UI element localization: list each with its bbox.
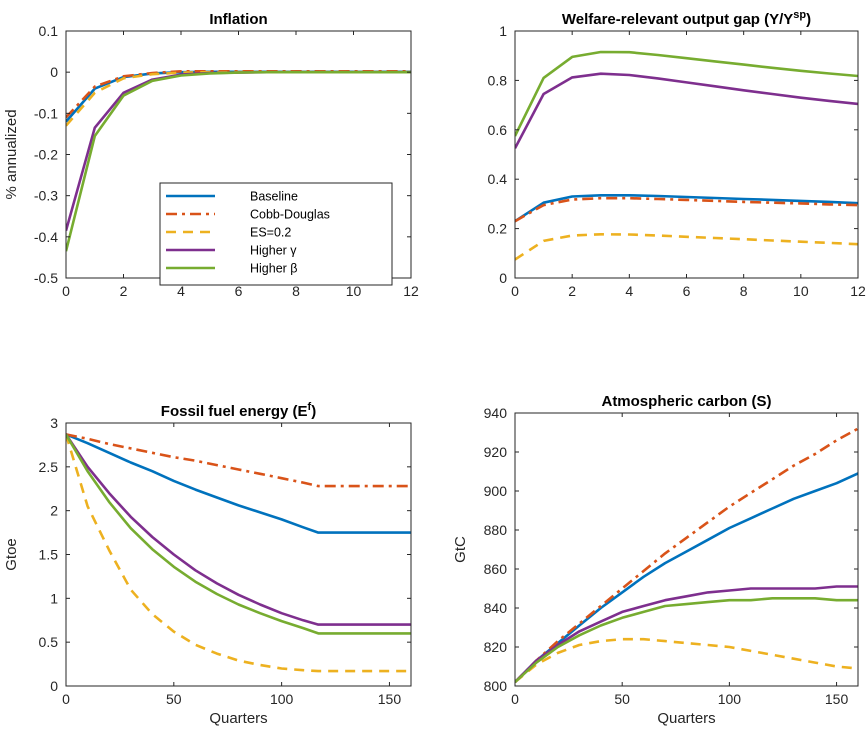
y-tick-label: 1: [50, 590, 58, 606]
series-line-higher-beta: [515, 596, 858, 684]
x-tick-label: 8: [740, 283, 748, 299]
y-axis-label: GtC: [452, 536, 469, 563]
y-tick-label: 2: [50, 503, 58, 519]
y-tick-label: 900: [484, 483, 508, 499]
y-tick-label: 0: [499, 270, 507, 286]
y-tick-label: -0.2: [34, 147, 58, 163]
y-tick-label: 920: [484, 444, 508, 460]
panel-title: Inflation: [209, 11, 267, 28]
series-line-baseline: [66, 433, 411, 534]
x-tick-label: 50: [614, 691, 630, 707]
panel-title: Atmospheric carbon (S): [601, 393, 771, 410]
inflation-panel: 0 2 4 6 8 10 12 0.1 0 -0.1 -0.2 -0.3 -0.4 -0.5 Inflati…: [3, 11, 419, 299]
series-line-es-0-2: [515, 637, 858, 684]
legend: Baseline Cobb-Douglas ES=0.2 Higher γ Higher…: [159, 182, 393, 286]
series-line-cobb-douglas: [515, 196, 858, 223]
series-line-baseline: [515, 194, 858, 223]
x-tick-label: 0: [511, 691, 519, 707]
x-tick-label: 100: [270, 691, 294, 707]
y-tick-label: 1: [499, 23, 507, 39]
legend-label-cobb-douglas: Cobb-Douglas: [250, 208, 330, 222]
x-tick-label: 4: [177, 283, 185, 299]
series-group: [515, 50, 858, 261]
x-tick-label: 8: [292, 283, 300, 299]
y-tick-label: 0.2: [488, 221, 508, 237]
y-tick-label: 3: [50, 415, 58, 431]
y-tick-label: 800: [484, 678, 508, 694]
x-axis-label: Quarters: [209, 710, 267, 727]
x-tick-label: 4: [625, 283, 633, 299]
y-tick-label: 820: [484, 639, 508, 655]
y-tick-label: -0.5: [34, 270, 58, 286]
x-tick-label: 150: [825, 691, 849, 707]
plot-area: [515, 413, 858, 686]
legend-label-higher-gamma: Higher γ: [250, 244, 297, 258]
series-group: [66, 70, 411, 252]
y-tick-label: -0.3: [34, 188, 58, 204]
x-axis-label: Quarters: [657, 710, 715, 727]
x-tick-label: 0: [511, 283, 519, 299]
y-tick-label: 0.6: [488, 122, 508, 138]
y-tick-label: 880: [484, 522, 508, 538]
series-line-higher-gamma: [66, 433, 411, 626]
series-line-higher-gamma: [515, 72, 858, 149]
series-line-es-0-2: [66, 434, 411, 673]
legend-label-higher-beta: Higher β: [250, 262, 298, 276]
y-tick-label: 2.5: [39, 459, 59, 475]
series-line-cobb-douglas: [66, 433, 411, 488]
y-tick-label: 860: [484, 561, 508, 577]
y-axis-label: % annualized: [3, 109, 20, 199]
x-tick-label: 2: [568, 283, 576, 299]
y-axis-label: Gtoe: [3, 538, 20, 571]
x-tick-label: 10: [793, 283, 809, 299]
y-tick-label: 0.1: [39, 23, 59, 39]
legend-label-baseline: Baseline: [250, 190, 298, 204]
x-tick-label: 2: [120, 283, 128, 299]
axis-frame: [514, 412, 859, 687]
legend-label-es-0-2: ES=0.2: [250, 226, 291, 240]
plot-area: [66, 423, 411, 686]
series-line-cobb-douglas: [515, 427, 858, 684]
y-tick-label: 940: [484, 405, 508, 421]
series-line-baseline: [515, 472, 858, 684]
y-tick-label: -0.1: [34, 105, 58, 121]
y-tick-label: 0.5: [39, 634, 59, 650]
series-line-higher-gamma: [515, 585, 858, 684]
x-tick-label: 100: [718, 691, 742, 707]
y-tick-label: 0.4: [488, 171, 508, 187]
y-tick-label: 0: [50, 678, 58, 694]
series-line-higher-beta: [515, 50, 858, 137]
x-tick-label: 12: [850, 283, 866, 299]
fossil-fuel-energy-panel: 0 50 100 150 3 2.5 2 1.5 1 0.5 0 Fossil fuel energy…: [3, 401, 412, 727]
x-tick-label: 50: [166, 691, 182, 707]
x-tick-label: 0: [62, 691, 70, 707]
series-line-higher-beta: [66, 70, 411, 252]
output-gap-panel: 0 2 4 6 8 10 12 1 0.8 0.6 0.4 0.2 0 Welfare-relevant …: [488, 9, 866, 299]
y-tick-label: -0.4: [34, 229, 58, 245]
x-tick-label: 6: [235, 283, 243, 299]
y-tick-label: 1.5: [39, 547, 59, 563]
panel-title: Welfare-relevant output gap (Y/Ysp): [562, 9, 811, 28]
series-group: [66, 433, 411, 673]
x-tick-label: 12: [403, 283, 419, 299]
y-tick-label: 0: [50, 64, 58, 80]
x-tick-label: 0: [62, 283, 70, 299]
x-tick-label: 150: [378, 691, 402, 707]
x-tick-label: 10: [346, 283, 362, 299]
atmospheric-carbon-panel: 0 50 100 150 940 920 900 880 860 840 820 800 Atmosph…: [452, 393, 859, 727]
series-line-cobb-douglas: [66, 70, 411, 119]
series-line-higher-beta: [66, 433, 411, 635]
y-tick-label: 0.8: [488, 72, 508, 88]
y-tick-label: 840: [484, 600, 508, 616]
panel-title: Fossil fuel energy (Ef): [161, 401, 316, 420]
series-line-es-0-2: [515, 233, 858, 261]
x-tick-label: 6: [683, 283, 691, 299]
series-group: [515, 427, 858, 684]
